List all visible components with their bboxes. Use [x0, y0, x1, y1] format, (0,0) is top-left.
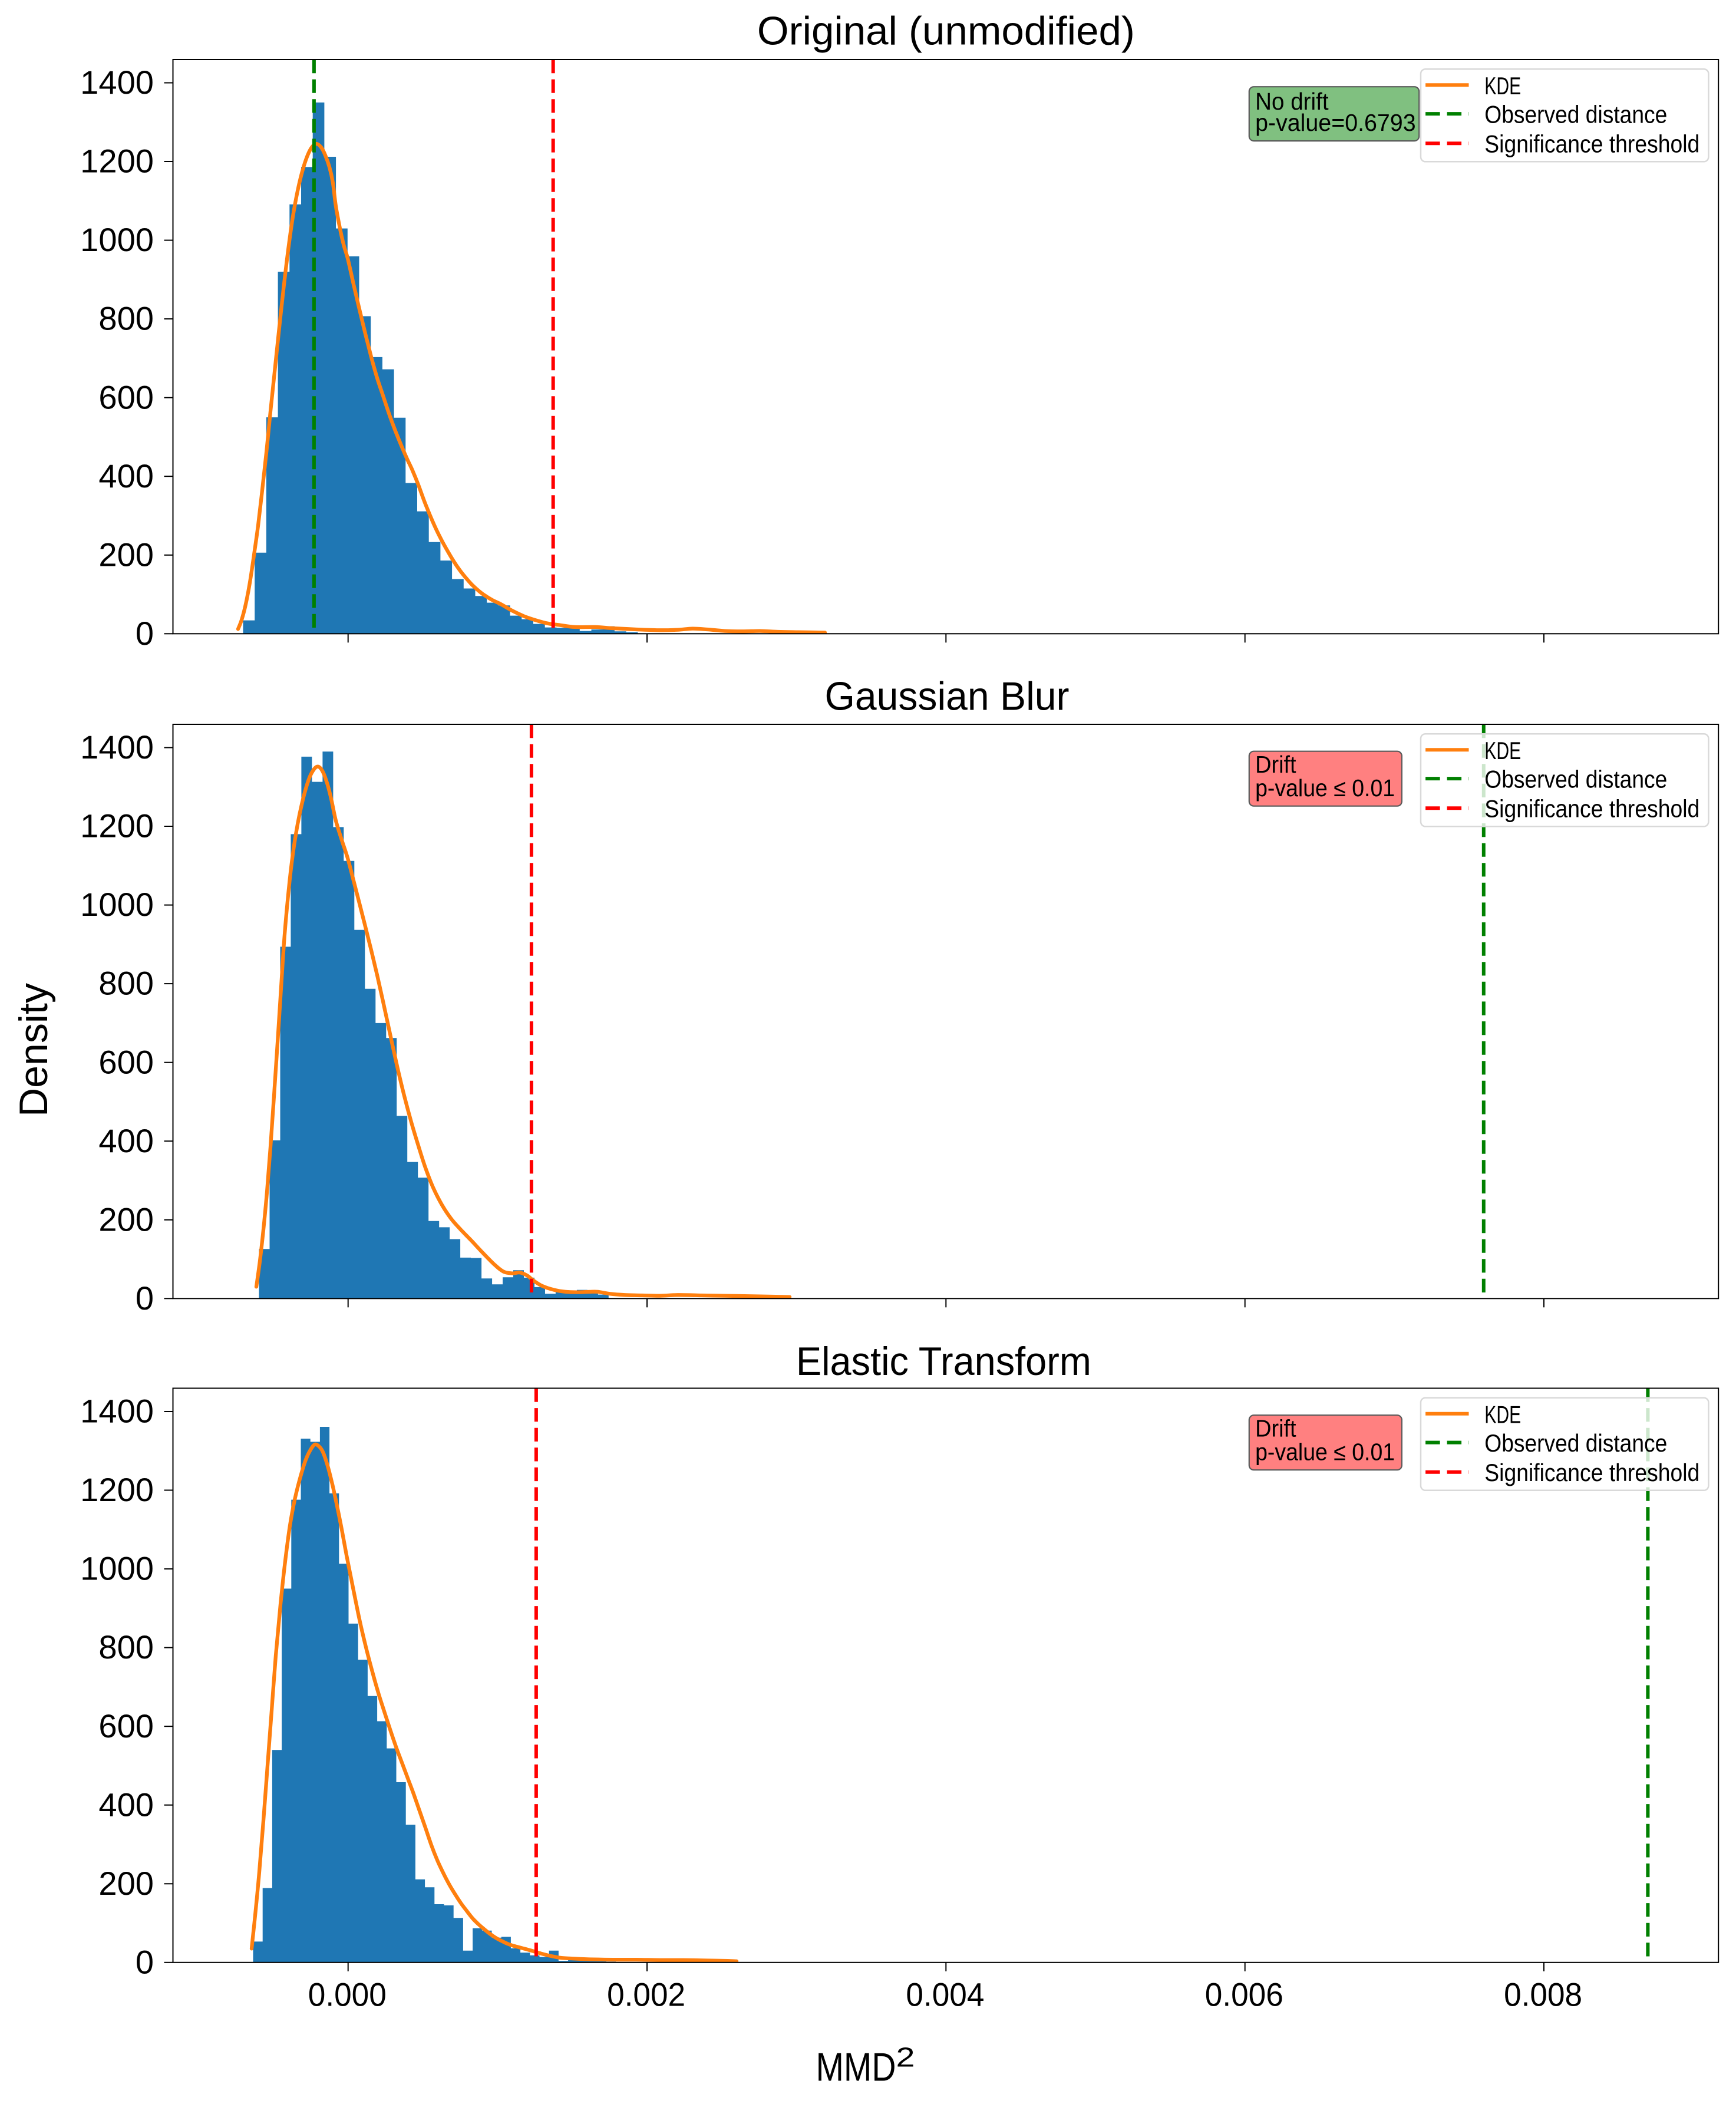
svg-text:400: 400 [98, 1122, 154, 1159]
svg-text:Drift: Drift [1255, 1414, 1296, 1442]
svg-text:Elastic Transform: Elastic Transform [796, 1340, 1091, 1384]
svg-text:1200: 1200 [80, 143, 154, 180]
svg-text:Significance threshold: Significance threshold [1484, 131, 1699, 158]
svg-text:0.000: 0.000 [308, 1976, 387, 2013]
svg-text:1000: 1000 [80, 886, 154, 923]
svg-text:Significance threshold: Significance threshold [1484, 1459, 1699, 1486]
svg-text:200: 200 [98, 536, 154, 573]
svg-text:400: 400 [98, 457, 154, 494]
svg-text:0.008: 0.008 [1504, 1976, 1582, 2013]
svg-text:Observed distance: Observed distance [1484, 1430, 1667, 1457]
svg-text:1000: 1000 [80, 221, 154, 258]
svg-text:0.002: 0.002 [607, 1976, 685, 2013]
svg-text:200: 200 [98, 1865, 154, 1902]
svg-text:0: 0 [136, 1943, 154, 1980]
svg-text:0: 0 [136, 1279, 154, 1317]
svg-text:Observed distance: Observed distance [1484, 766, 1667, 793]
svg-text:Gaussian Blur: Gaussian Blur [825, 675, 1070, 719]
svg-text:1400: 1400 [80, 1393, 154, 1430]
svg-text:p-value ≤ 0.01: p-value ≤ 0.01 [1255, 774, 1395, 802]
svg-text:Drift: Drift [1255, 751, 1296, 778]
svg-text:0: 0 [136, 615, 154, 652]
svg-text:MMD: MMD [816, 2044, 896, 2089]
svg-text:600: 600 [98, 378, 154, 415]
svg-text:0.004: 0.004 [906, 1976, 984, 2013]
svg-text:KDE: KDE [1484, 737, 1521, 764]
svg-text:Observed distance: Observed distance [1484, 101, 1667, 128]
svg-text:Density: Density [12, 983, 56, 1117]
svg-text:KDE: KDE [1484, 72, 1521, 100]
svg-text:No drift: No drift [1255, 88, 1329, 115]
svg-text:2: 2 [896, 2042, 915, 2073]
svg-text:600: 600 [98, 1043, 154, 1080]
svg-text:200: 200 [98, 1201, 154, 1238]
svg-text:1200: 1200 [80, 807, 154, 845]
svg-text:1000: 1000 [80, 1550, 154, 1587]
svg-text:800: 800 [98, 300, 154, 337]
svg-text:400: 400 [98, 1786, 154, 1823]
svg-text:Significance threshold: Significance threshold [1484, 796, 1699, 823]
svg-text:1200: 1200 [80, 1471, 154, 1508]
svg-text:800: 800 [98, 1628, 154, 1666]
svg-text:KDE: KDE [1484, 1401, 1521, 1428]
svg-text:1400: 1400 [80, 64, 154, 101]
svg-text:p-value ≤ 0.01: p-value ≤ 0.01 [1255, 1439, 1395, 1466]
svg-text:Original (unmodified): Original (unmodified) [757, 9, 1135, 54]
svg-text:1400: 1400 [80, 728, 154, 766]
svg-text:p-value=0.6793: p-value=0.6793 [1255, 109, 1416, 136]
svg-text:0.006: 0.006 [1205, 1976, 1283, 2013]
svg-text:800: 800 [98, 965, 154, 1002]
svg-text:600: 600 [98, 1707, 154, 1744]
